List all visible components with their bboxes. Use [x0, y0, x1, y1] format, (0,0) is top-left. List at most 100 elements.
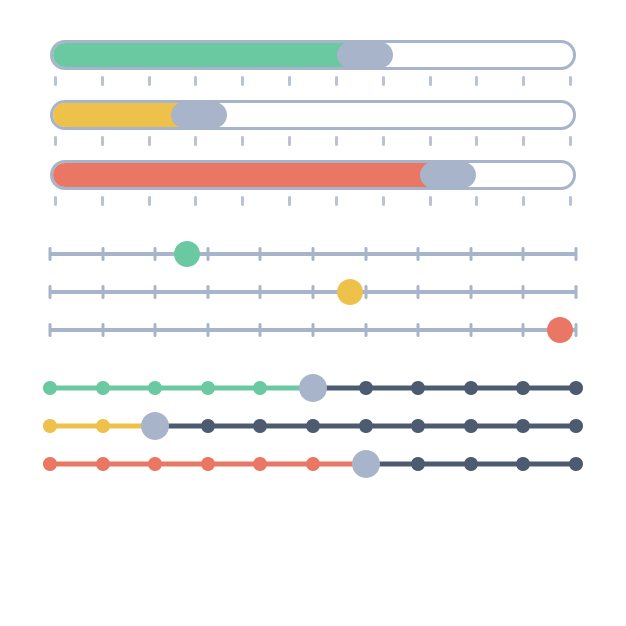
tick-mark — [148, 196, 151, 206]
tick-mark — [54, 136, 57, 146]
step-node[interactable] — [148, 457, 162, 471]
tick-mark — [335, 76, 338, 86]
step-node[interactable] — [96, 419, 110, 433]
tick-mark — [241, 76, 244, 86]
slider-tick — [259, 247, 262, 261]
step-node[interactable] — [411, 419, 425, 433]
tick-mark — [569, 196, 572, 206]
slider-tick — [417, 285, 420, 299]
tick-mark — [522, 196, 525, 206]
dot-slider-yellow[interactable] — [50, 276, 576, 308]
step-thumb[interactable] — [299, 374, 327, 402]
slider-tick — [101, 323, 104, 337]
progress-tick-row — [50, 76, 576, 86]
tick-mark — [522, 76, 525, 86]
step-node[interactable] — [569, 381, 583, 395]
slider-tick — [522, 285, 525, 299]
slider-tick — [259, 323, 262, 337]
step-node[interactable] — [464, 419, 478, 433]
step-node[interactable] — [253, 419, 267, 433]
tick-mark — [148, 76, 151, 86]
step-slider-green[interactable] — [50, 370, 576, 406]
step-node[interactable] — [43, 457, 57, 471]
step-node[interactable] — [569, 457, 583, 471]
slider-tick — [469, 323, 472, 337]
progress-bar-yellow[interactable] — [50, 100, 576, 130]
dot-slider-red[interactable] — [50, 314, 576, 346]
tick-mark — [382, 76, 385, 86]
step-node[interactable] — [516, 457, 530, 471]
step-slider-yellow[interactable] — [50, 408, 576, 444]
step-node[interactable] — [201, 381, 215, 395]
step-node[interactable] — [253, 381, 267, 395]
step-node[interactable] — [253, 457, 267, 471]
step-node[interactable] — [411, 381, 425, 395]
step-node[interactable] — [569, 419, 583, 433]
slider-tick — [417, 247, 420, 261]
slider-tick — [206, 323, 209, 337]
step-node[interactable] — [411, 457, 425, 471]
slider-tick — [49, 247, 52, 261]
tick-mark — [101, 196, 104, 206]
step-node[interactable] — [96, 457, 110, 471]
tick-mark — [288, 196, 291, 206]
tick-mark — [241, 136, 244, 146]
step-node[interactable] — [516, 419, 530, 433]
step-node[interactable] — [359, 419, 373, 433]
step-node[interactable] — [201, 419, 215, 433]
progress-bar-group — [50, 40, 576, 220]
slider-tick — [469, 285, 472, 299]
slider-tick — [522, 247, 525, 261]
step-node[interactable] — [516, 381, 530, 395]
slider-tick — [575, 285, 578, 299]
tick-mark — [148, 136, 151, 146]
step-node[interactable] — [148, 381, 162, 395]
slider-tick — [154, 247, 157, 261]
progress-bar-green[interactable] — [50, 40, 576, 70]
slider-tick — [312, 323, 315, 337]
slider-tick — [364, 285, 367, 299]
slider-tick — [206, 285, 209, 299]
progress-fill — [53, 163, 448, 187]
step-thumb[interactable] — [141, 412, 169, 440]
slider-thumb[interactable] — [174, 241, 200, 267]
step-node[interactable] — [43, 419, 57, 433]
tick-mark — [475, 76, 478, 86]
dot-slider-group — [50, 238, 576, 352]
slider-tick — [312, 247, 315, 261]
tick-mark — [522, 136, 525, 146]
progress-thumb[interactable] — [420, 162, 476, 188]
step-node[interactable] — [464, 457, 478, 471]
slider-tick — [154, 285, 157, 299]
step-node[interactable] — [306, 457, 320, 471]
tick-mark — [101, 76, 104, 86]
step-thumb[interactable] — [352, 450, 380, 478]
step-slider-group — [50, 370, 576, 484]
tick-mark — [475, 136, 478, 146]
tick-mark — [194, 196, 197, 206]
step-slider-red[interactable] — [50, 446, 576, 482]
progress-thumb[interactable] — [171, 102, 227, 128]
progress-bar-red[interactable] — [50, 160, 576, 190]
slider-tick — [259, 285, 262, 299]
step-node[interactable] — [359, 381, 373, 395]
step-node[interactable] — [96, 381, 110, 395]
slider-tick — [154, 323, 157, 337]
tick-mark — [569, 76, 572, 86]
tick-mark — [429, 196, 432, 206]
slider-thumb[interactable] — [547, 317, 573, 343]
progress-tick-row — [50, 136, 576, 146]
step-node[interactable] — [306, 419, 320, 433]
step-node[interactable] — [201, 457, 215, 471]
dot-slider-green[interactable] — [50, 238, 576, 270]
progress-thumb[interactable] — [337, 42, 393, 68]
slider-tick — [312, 285, 315, 299]
tick-mark — [288, 76, 291, 86]
tick-mark — [54, 76, 57, 86]
step-node[interactable] — [464, 381, 478, 395]
slider-tick — [206, 247, 209, 261]
tick-mark — [194, 76, 197, 86]
tick-mark — [54, 196, 57, 206]
step-node[interactable] — [43, 381, 57, 395]
slider-thumb[interactable] — [337, 279, 363, 305]
